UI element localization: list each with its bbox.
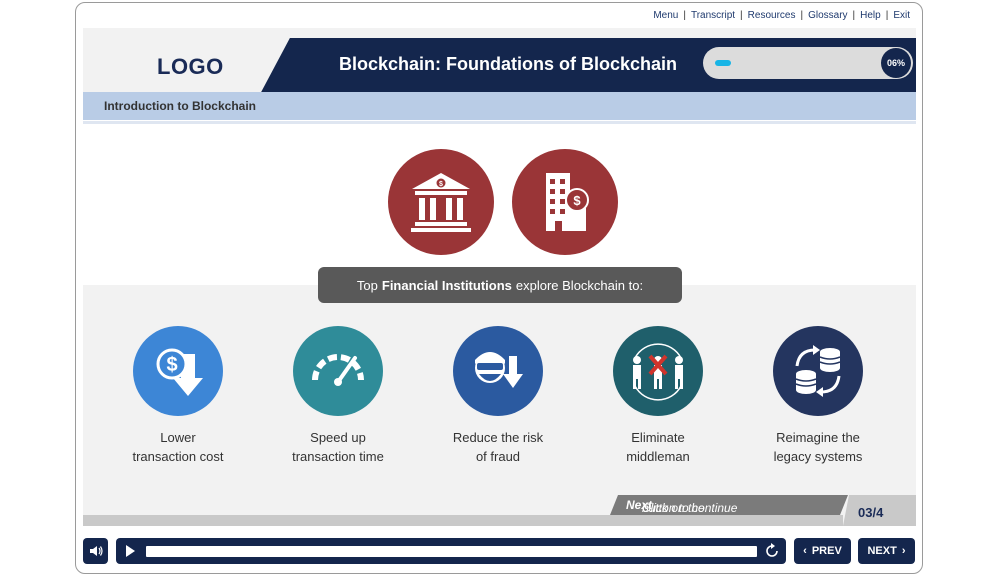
course-title: Blockchain: Foundations of Blockchain	[339, 54, 678, 74]
benefit-label: Lower	[160, 430, 196, 445]
office-building-dollar-icon: $	[546, 173, 589, 231]
bank-icon: $	[411, 173, 471, 232]
seek-track[interactable]	[146, 546, 757, 557]
progress-fill	[715, 60, 731, 66]
glossary-link[interactable]: Glossary	[808, 10, 848, 21]
chevron-left-icon: ‹	[803, 545, 807, 557]
benefit-item-middleman: Eliminate middleman	[583, 326, 733, 466]
database-sync-icon	[795, 345, 841, 397]
seek-bar[interactable]	[116, 538, 786, 564]
section-title: Introduction to Blockchain	[104, 99, 256, 113]
next-button[interactable]: NEXT ›	[858, 538, 915, 564]
page-indicator: 03/4	[843, 495, 916, 526]
replay-icon[interactable]	[764, 543, 780, 559]
course-frame: Menu | Transcript | Resources | Glossary | H…	[75, 2, 923, 574]
menu-link[interactable]: Menu	[653, 10, 679, 21]
progress-bar: 06%	[703, 47, 913, 79]
top-links: Menu | Transcript | Resources | Glossary | H…	[653, 10, 910, 21]
course-header: LOGO Blockchain: Foundations of Blockcha…	[83, 28, 916, 92]
benefit-label: Speed up	[310, 430, 366, 445]
play-icon[interactable]	[126, 545, 135, 557]
help-link[interactable]: Help	[860, 10, 881, 21]
page-number: 03/4	[858, 505, 884, 520]
benefit-item-speed: Speed up transaction time	[263, 326, 413, 466]
dollar-down-icon: $	[156, 348, 203, 396]
bank-circle: $	[388, 149, 494, 255]
thief-down-icon	[475, 352, 523, 388]
speedometer-icon	[312, 354, 364, 386]
benefit-item-fraud: Reduce the risk of fraud	[423, 326, 573, 466]
benefit-item-legacy: Reimagine the legacy systems	[743, 326, 893, 466]
benefit-label: Eliminate	[631, 430, 685, 445]
resources-link[interactable]: Resources	[747, 10, 796, 21]
volume-button[interactable]	[83, 538, 108, 564]
continue-hint: Click on the Next button to continue	[610, 495, 848, 515]
benefit-label: Reimagine the	[776, 430, 860, 445]
logo: LOGO	[157, 54, 224, 79]
svg-text:$: $	[573, 193, 581, 208]
section-bar: Introduction to Blockchain	[83, 92, 916, 120]
building-circle: $	[512, 149, 618, 255]
speaker-icon	[89, 546, 103, 556]
chevron-right-icon: ›	[901, 545, 906, 557]
svg-text:$: $	[166, 354, 177, 376]
svg-text:$: $	[439, 181, 443, 188]
prev-button[interactable]: ‹ PREV	[794, 538, 851, 564]
player-controls: ‹ PREV NEXT ›	[83, 538, 916, 564]
exit-link[interactable]: Exit	[893, 10, 910, 21]
transcript-link[interactable]: Transcript	[690, 10, 736, 21]
callout-banner: Top Financial Institutions explore Block…	[318, 267, 682, 303]
benefit-item-lower-cost: $ Lower transaction cost	[103, 326, 253, 466]
remove-middleman-icon	[633, 343, 683, 401]
slide-content: $	[83, 124, 916, 526]
benefit-label: Reduce the risk	[452, 430, 544, 445]
progress-percent: 06%	[881, 48, 911, 78]
